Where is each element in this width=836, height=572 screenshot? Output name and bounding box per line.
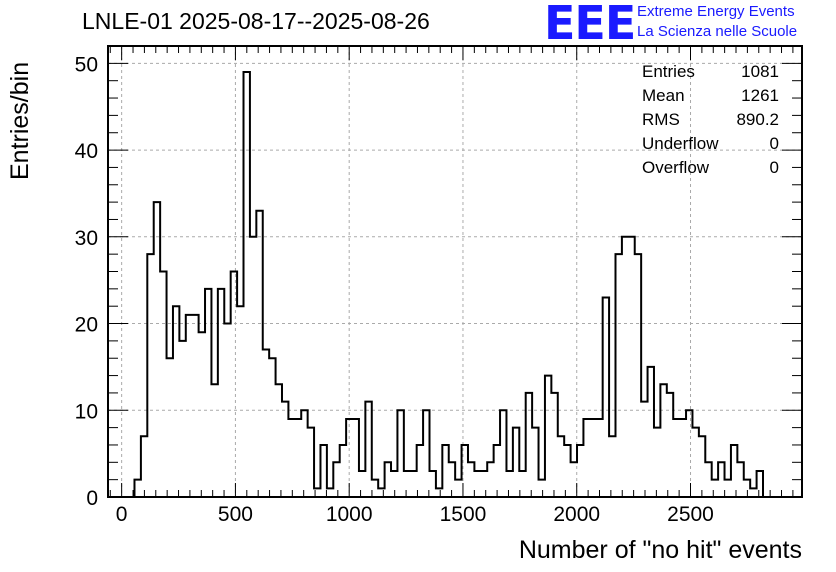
stats-box: Entries 1081 Mean 1261 RMS 890.2 Underflow 0… <box>642 60 779 180</box>
x-tick-label: 1500 <box>440 503 487 526</box>
histogram-bin <box>186 315 192 497</box>
histogram-bin <box>455 480 461 497</box>
histogram-bin <box>199 332 205 497</box>
histogram-bin <box>673 419 679 497</box>
histogram-bin <box>712 480 718 497</box>
histogram-bin <box>263 350 269 497</box>
stats-label: Mean <box>642 86 685 105</box>
stats-label: Entries <box>642 62 695 81</box>
histogram-bin <box>327 488 333 497</box>
histogram-bin <box>410 471 416 497</box>
histogram-bin <box>481 471 487 497</box>
stats-row: Underflow 0 <box>642 132 779 156</box>
histogram-bin <box>622 237 628 497</box>
histogram-bin <box>211 384 217 497</box>
histogram-bin <box>167 358 173 497</box>
histogram-bin <box>692 428 698 497</box>
stats-value: 0 <box>769 158 779 177</box>
y-tick-label: 50 <box>75 53 98 76</box>
x-tick-label: 2000 <box>553 503 600 526</box>
stats-row: Entries 1081 <box>642 60 779 84</box>
histogram-bin <box>250 237 256 497</box>
histogram-bin <box>725 480 731 497</box>
y-tick-label: 30 <box>75 227 98 250</box>
stats-value: 890.2 <box>736 110 779 129</box>
stats-value: 1261 <box>741 86 779 105</box>
histogram-bin <box>359 471 365 497</box>
x-tick-label: 1000 <box>326 503 373 526</box>
histogram-bin <box>571 462 577 497</box>
x-axis-label: Number of "no hit" events <box>518 536 802 564</box>
stats-value: 1081 <box>741 62 779 81</box>
histogram-bin <box>609 436 615 497</box>
y-tick-label: 40 <box>75 140 98 163</box>
logo-line-1: Extreme Energy Events <box>637 3 795 20</box>
histogram-bin <box>404 471 410 497</box>
x-tick-label: 0 <box>116 503 128 526</box>
histogram-bin <box>474 471 480 497</box>
eee-logo-text: Extreme Energy Events La Scienza nelle S… <box>637 2 797 42</box>
chart-title: LNLE-01 2025-08-17--2025-08-26 <box>82 8 430 34</box>
histogram-bin <box>539 480 545 497</box>
stats-row: Mean 1261 <box>642 84 779 108</box>
histogram-bin <box>590 419 596 497</box>
histogram-bin <box>654 428 660 497</box>
histogram-bin <box>192 315 198 497</box>
plot-frame <box>107 45 803 498</box>
histogram-bin <box>288 419 294 497</box>
y-tick-label: 20 <box>75 314 98 337</box>
histogram-bin <box>179 341 185 497</box>
histogram-outline <box>121 71 776 498</box>
histogram-bin <box>628 237 634 497</box>
histogram-bin <box>750 488 756 497</box>
x-tick-label: 2500 <box>667 503 714 526</box>
eee-logo-mark: EEE <box>544 0 636 50</box>
histogram-bin <box>596 419 602 497</box>
histogram-bin <box>641 402 647 497</box>
stats-row: RMS 890.2 <box>642 108 779 132</box>
histogram-bin <box>680 419 686 497</box>
tick-labels: 0 500 1000 1500 2000 2500 0 10 20 30 40 50 <box>75 53 714 526</box>
histogram-bin <box>506 471 512 497</box>
stats-value: 0 <box>769 134 779 153</box>
y-axis-label: Entries/bin <box>6 61 34 180</box>
stats-label: Overflow <box>642 158 710 177</box>
logo-line-2: La Scienza nelle Scuole <box>637 23 798 40</box>
histogram-bin <box>237 306 243 497</box>
y-tick-label: 10 <box>75 400 98 423</box>
histogram-bin <box>295 419 301 497</box>
stats-label: Underflow <box>642 134 719 153</box>
stats-row: Overflow 0 <box>642 156 779 180</box>
x-tick-label: 500 <box>218 503 253 526</box>
y-tick-label: 0 <box>86 487 98 510</box>
histogram-bin <box>436 488 442 497</box>
stats-label: RMS <box>642 110 680 129</box>
